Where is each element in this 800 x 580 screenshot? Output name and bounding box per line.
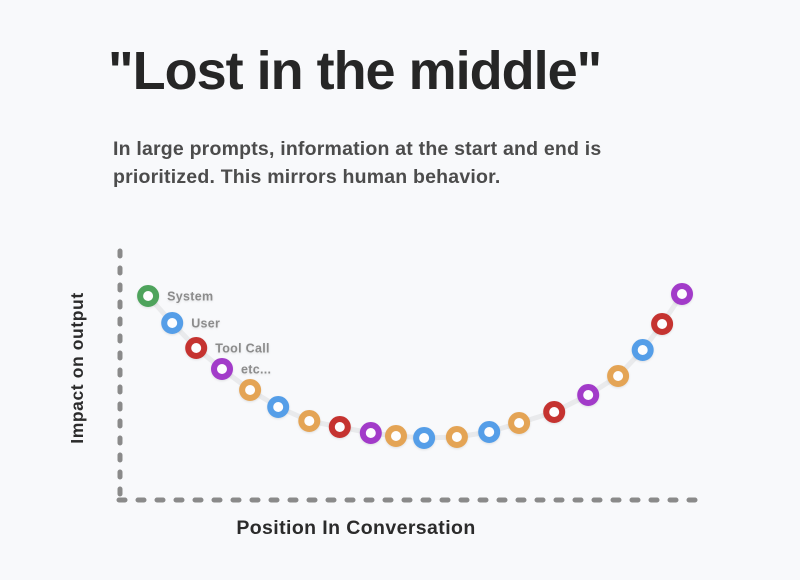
data-point-green — [137, 285, 160, 307]
data-point-orange — [508, 412, 531, 434]
x-axis-label: Position In Conversation — [236, 517, 476, 539]
data-point-red — [651, 313, 674, 335]
data-point-blue — [631, 339, 654, 361]
y-axis-label: Impact on output — [67, 292, 87, 444]
data-point-label: User — [191, 317, 220, 331]
data-point-purple — [577, 384, 600, 406]
subtitle-line-2: prioritized. This mirrors human behavior… — [113, 166, 501, 188]
data-point-orange — [385, 425, 407, 447]
data-point-label: Tool Call — [215, 342, 270, 356]
data-point-purple — [671, 283, 693, 305]
data-point-orange — [607, 365, 630, 387]
subtitle: In large prompts, information at the sta… — [113, 135, 601, 191]
data-point-orange — [445, 426, 468, 448]
data-point-blue — [413, 427, 436, 449]
data-point-blue — [161, 312, 184, 334]
data-point-red — [185, 337, 208, 359]
data-point-orange — [239, 379, 262, 401]
data-point-purple — [359, 422, 382, 444]
page-title: "Lost in the middle" — [108, 41, 602, 101]
data-point-label: System — [167, 290, 213, 304]
data-point-blue — [478, 421, 501, 443]
data-point-red — [543, 401, 566, 423]
data-point-purple — [211, 358, 233, 380]
data-point-orange — [298, 410, 321, 432]
data-point-blue — [267, 396, 290, 418]
data-points-group: System User Tool Call etc... — [137, 283, 693, 449]
data-point-label: etc... — [241, 363, 271, 377]
subtitle-line-1: In large prompts, information at the sta… — [113, 138, 602, 160]
data-point-red — [328, 416, 351, 438]
